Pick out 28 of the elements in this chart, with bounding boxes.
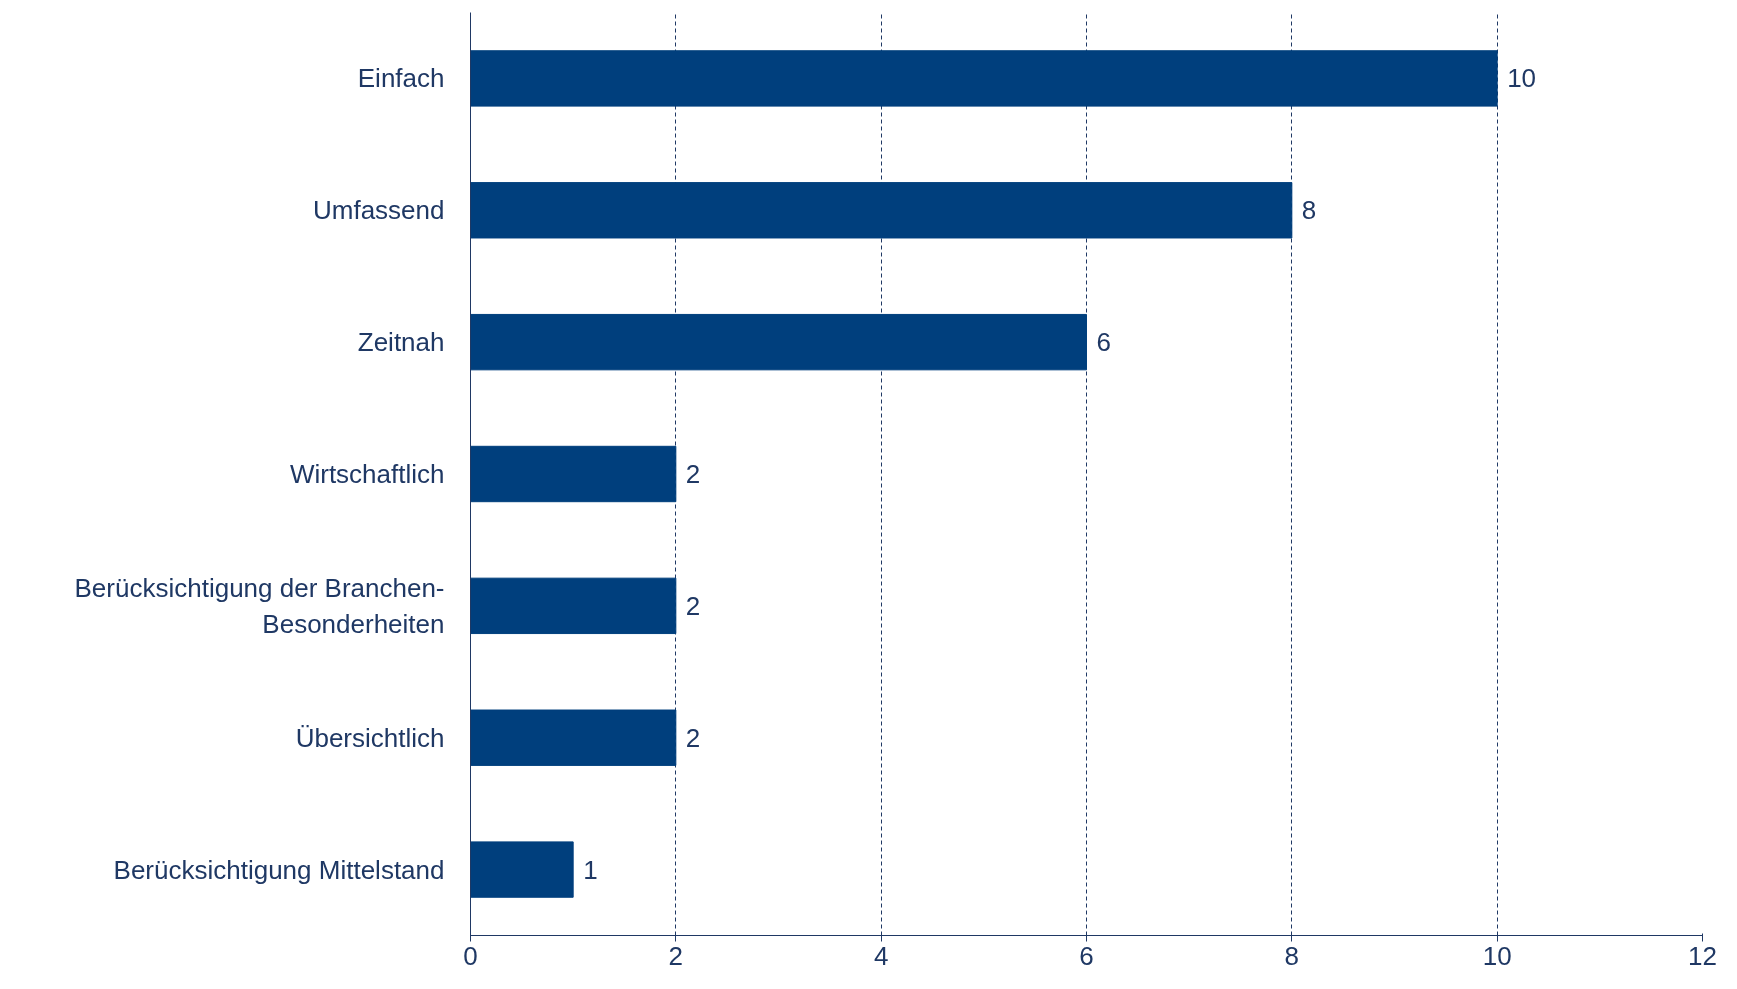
bar [470,313,1087,371]
x-tick-label: 10 [1482,940,1512,971]
x-tick-label: 8 [1284,940,1300,971]
data-label: 6 [1096,327,1111,358]
data-label: 2 [685,590,701,621]
x-tick-label: 4 [873,940,889,971]
data-label: 2 [685,722,701,753]
bar [470,445,677,503]
x-tick-label: 12 [1688,940,1717,971]
y-tick-label: Übersichtlich [295,722,445,753]
x-tick-label: 2 [668,940,684,971]
y-tick-label: Berücksichtigung der Branchen- Besonderheiten [74,572,445,639]
data-label: 8 [1301,195,1317,226]
data-label: 2 [685,459,701,489]
bar [470,709,677,766]
bar [470,841,574,898]
bar [470,182,1293,239]
bar [470,577,677,635]
y-tick-label: Zeitnah [357,327,445,358]
data-label: 1 [583,854,598,885]
data-label: 10 [1507,63,1537,94]
y-tick-label: Berücksichtigung Mittelstand [113,854,445,885]
y-tick-label: Umfassend [313,195,445,226]
x-tick-label: 0 [463,940,478,971]
x-tick-label: 6 [1079,940,1094,971]
y-tick-label: Einfach [357,63,445,94]
y-tick-label: Wirtschaftlich [289,459,445,489]
bar [470,50,1498,107]
